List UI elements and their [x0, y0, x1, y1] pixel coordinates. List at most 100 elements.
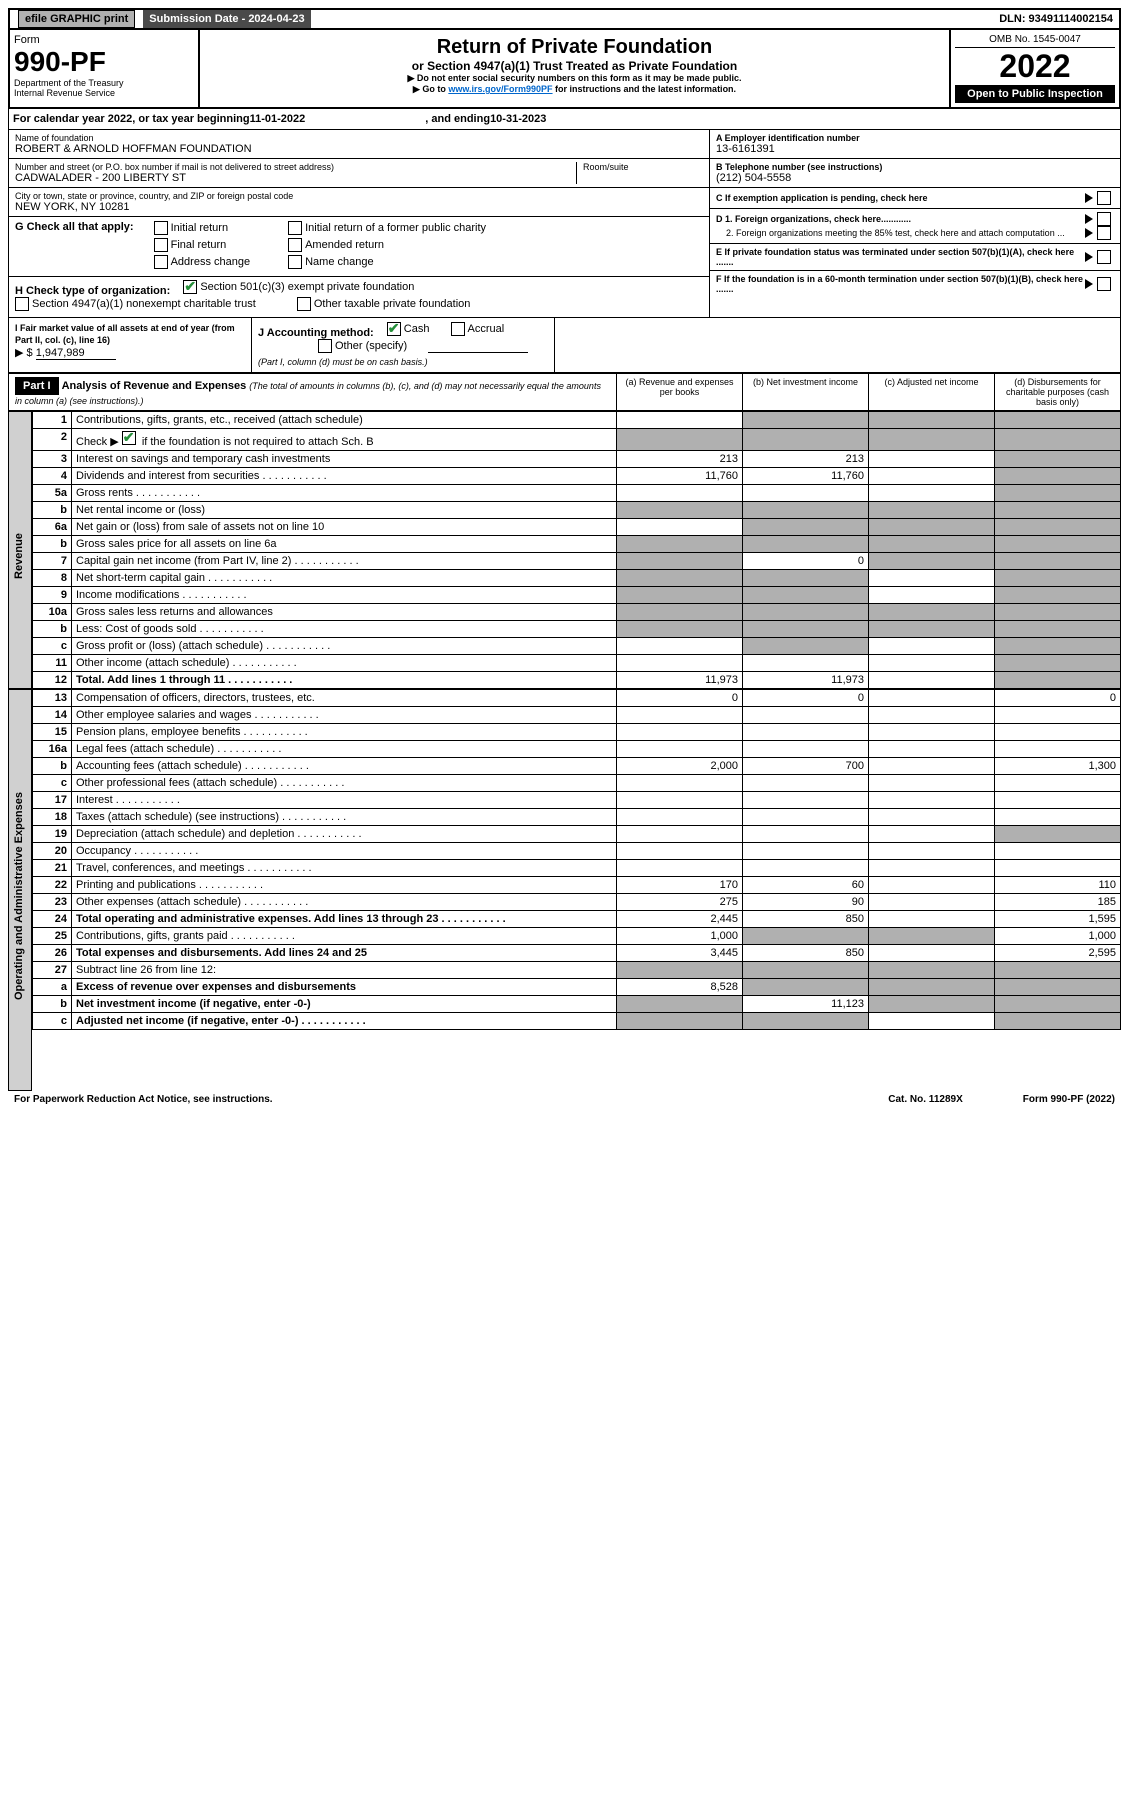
tel-label: B Telephone number (see instructions): [716, 162, 1114, 172]
addr-label: Number and street (or P.O. box number if…: [15, 162, 576, 172]
schb-checkbox[interactable]: [122, 431, 136, 445]
g-section: G Check all that apply: Initial return F…: [9, 217, 709, 277]
expenses-table: 13Compensation of officers, directors, t…: [32, 689, 1121, 1030]
name-change-checkbox[interactable]: [288, 255, 302, 269]
table-row: 20Occupancy: [33, 843, 1121, 860]
col-c-header: (c) Adjusted net income: [868, 374, 994, 410]
street-address: CADWALADER - 200 LIBERTY ST: [15, 172, 576, 184]
expenses-section: Operating and Administrative Expenses 13…: [8, 689, 1121, 1091]
ein-label: A Employer identification number: [716, 133, 1114, 143]
header-bar: efile GRAPHIC print Submission Date - 20…: [8, 8, 1121, 30]
form-subtitle: or Section 4947(a)(1) Trust Treated as P…: [206, 59, 943, 73]
table-row: 2Check ▶ if the foundation is not requir…: [33, 429, 1121, 451]
table-row: 14Other employee salaries and wages: [33, 707, 1121, 724]
form-link[interactable]: www.irs.gov/Form990PF: [448, 84, 552, 94]
address-change-checkbox[interactable]: [154, 255, 168, 269]
table-row: 16aLegal fees (attach schedule): [33, 741, 1121, 758]
table-row: 19Depreciation (attach schedule) and dep…: [33, 826, 1121, 843]
ein: 13-6161391: [716, 143, 1114, 155]
foundation-name: ROBERT & ARNOLD HOFFMAN FOUNDATION: [15, 143, 703, 155]
submission-date: Submission Date - 2024-04-23: [143, 10, 310, 28]
table-row: 4Dividends and interest from securities1…: [33, 468, 1121, 485]
irs-label: Internal Revenue Service: [14, 88, 194, 98]
d1-checkbox[interactable]: [1097, 212, 1111, 226]
cash-checkbox[interactable]: [387, 322, 401, 336]
part-label: Part I: [15, 377, 59, 395]
open-public: Open to Public Inspection: [955, 85, 1115, 103]
e-checkbox[interactable]: [1097, 250, 1111, 264]
j-label: J Accounting method:: [258, 327, 374, 339]
dln: DLN: 93491114002154: [993, 10, 1119, 28]
table-row: 6aNet gain or (loss) from sale of assets…: [33, 519, 1121, 536]
room-label: Room/suite: [583, 162, 703, 172]
tax-year: 2022: [955, 48, 1115, 85]
table-row: cOther professional fees (attach schedul…: [33, 775, 1121, 792]
form-note2: ▶ Go to www.irs.gov/Form990PF for instru…: [206, 84, 943, 95]
col-b-header: (b) Net investment income: [742, 374, 868, 410]
table-row: bAccounting fees (attach schedule)2,0007…: [33, 758, 1121, 775]
table-row: aExcess of revenue over expenses and dis…: [33, 979, 1121, 996]
table-row: 15Pension plans, employee benefits: [33, 724, 1121, 741]
col-d-header: (d) Disbursements for charitable purpose…: [994, 374, 1120, 410]
expenses-side-label: Operating and Administrative Expenses: [8, 689, 32, 1091]
table-row: 12Total. Add lines 1 through 1111,97311,…: [33, 672, 1121, 689]
end-date: 10-31-2023: [490, 113, 546, 125]
table-row: 26Total expenses and disbursements. Add …: [33, 945, 1121, 962]
form-header: Form 990-PF Department of the Treasury I…: [8, 30, 1121, 109]
form-number: 990-PF: [14, 46, 194, 78]
accrual-checkbox[interactable]: [451, 322, 465, 336]
f-checkbox[interactable]: [1097, 277, 1111, 291]
form-title: Return of Private Foundation: [206, 36, 943, 59]
table-row: cGross profit or (loss) (attach schedule…: [33, 638, 1121, 655]
arrow-icon: [1085, 214, 1093, 224]
table-row: cAdjusted net income (if negative, enter…: [33, 1013, 1121, 1030]
table-row: 24Total operating and administrative exp…: [33, 911, 1121, 928]
table-row: bLess: Cost of goods sold: [33, 621, 1121, 638]
revenue-table: 1Contributions, gifts, grants, etc., rec…: [32, 411, 1121, 689]
c-label: C If exemption application is pending, c…: [716, 193, 1085, 203]
i-j-section: I Fair market value of all assets at end…: [8, 318, 1121, 373]
efile-button[interactable]: efile GRAPHIC print: [18, 10, 135, 28]
city-state-zip: NEW YORK, NY 10281: [15, 201, 703, 213]
entity-section: Name of foundation ROBERT & ARNOLD HOFFM…: [8, 130, 1121, 318]
telephone: (212) 504-5558: [716, 172, 1114, 184]
table-row: 25Contributions, gifts, grants paid1,000…: [33, 928, 1121, 945]
table-row: 11Other income (attach schedule): [33, 655, 1121, 672]
arrow-icon: [1085, 279, 1093, 289]
c-checkbox[interactable]: [1097, 191, 1111, 205]
amended-checkbox[interactable]: [288, 238, 302, 252]
table-row: 1Contributions, gifts, grants, etc., rec…: [33, 412, 1121, 429]
part1-header: Part I Analysis of Revenue and Expenses …: [8, 373, 1121, 411]
other-method-checkbox[interactable]: [318, 339, 332, 353]
table-row: bNet rental income or (loss): [33, 502, 1121, 519]
revenue-side-label: Revenue: [8, 411, 32, 689]
dept-label: Department of the Treasury: [14, 78, 194, 88]
table-row: 3Interest on savings and temporary cash …: [33, 451, 1121, 468]
table-row: 18Taxes (attach schedule) (see instructi…: [33, 809, 1121, 826]
501c3-checkbox[interactable]: [183, 280, 197, 294]
table-row: 13Compensation of officers, directors, t…: [33, 690, 1121, 707]
arrow-icon: [1085, 193, 1093, 203]
col-a-header: (a) Revenue and expenses per books: [616, 374, 742, 410]
table-row: bNet investment income (if negative, ent…: [33, 996, 1121, 1013]
table-row: 8Net short-term capital gain: [33, 570, 1121, 587]
table-row: 22Printing and publications17060110: [33, 877, 1121, 894]
initial-return-checkbox[interactable]: [154, 221, 168, 235]
table-row: 21Travel, conferences, and meetings: [33, 860, 1121, 877]
initial-public-checkbox[interactable]: [288, 221, 302, 235]
table-row: 5aGross rents: [33, 485, 1121, 502]
calendar-year-row: For calendar year 2022, or tax year begi…: [8, 109, 1121, 130]
table-row: 7Capital gain net income (from Part IV, …: [33, 553, 1121, 570]
paperwork-notice: For Paperwork Reduction Act Notice, see …: [14, 1094, 273, 1105]
begin-date: 11-01-2022: [250, 113, 306, 125]
h-section: H Check type of organization: Section 50…: [9, 277, 709, 317]
name-label: Name of foundation: [15, 133, 703, 143]
revenue-section: Revenue 1Contributions, gifts, grants, e…: [8, 411, 1121, 689]
4947-checkbox[interactable]: [15, 297, 29, 311]
cat-no: Cat. No. 11289X: [888, 1094, 962, 1105]
final-return-checkbox[interactable]: [154, 238, 168, 252]
form-label: Form: [14, 34, 194, 46]
d2-checkbox[interactable]: [1097, 226, 1111, 240]
other-taxable-checkbox[interactable]: [297, 297, 311, 311]
arrow-icon: [1085, 228, 1093, 238]
